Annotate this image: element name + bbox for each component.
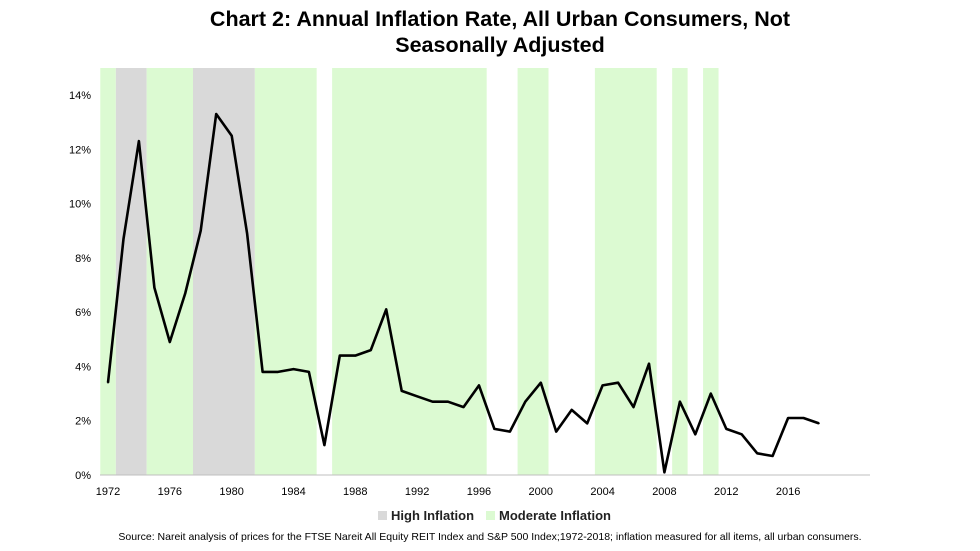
moderate-inflation-region-8 <box>672 68 688 475</box>
data-point <box>431 400 434 403</box>
data-point <box>478 384 480 387</box>
moderate-inflation-region-5 <box>332 68 487 475</box>
data-point <box>756 452 758 455</box>
x-tick-label: 1972 <box>96 486 120 498</box>
data-point <box>679 400 681 403</box>
y-tick-label: 8% <box>75 253 91 265</box>
data-point <box>385 308 388 311</box>
data-point <box>524 400 527 403</box>
legend-swatch-moderate <box>486 511 495 520</box>
data-point <box>586 422 588 425</box>
data-point <box>725 428 728 430</box>
y-tick-label: 10% <box>69 199 91 211</box>
inflation-series <box>106 112 820 474</box>
data-point <box>138 140 140 142</box>
data-point <box>710 392 712 395</box>
moderate-inflation-region-6 <box>517 68 549 475</box>
y-tick-label: 14% <box>69 90 91 102</box>
data-point <box>771 455 774 457</box>
x-tick-label: 2008 <box>652 486 676 498</box>
legend-item-moderate-inflation: Moderate Inflation <box>486 508 611 523</box>
data-point <box>787 417 789 419</box>
y-tick-label: 4% <box>75 361 91 373</box>
data-point <box>539 381 542 384</box>
data-point <box>292 368 295 370</box>
data-point <box>215 113 217 115</box>
moderate-inflation-region-2 <box>100 68 116 475</box>
data-point <box>570 409 573 411</box>
data-point <box>818 422 820 425</box>
data-point <box>369 349 372 351</box>
data-point <box>230 134 233 137</box>
data-point <box>323 444 326 446</box>
data-point <box>632 406 635 408</box>
data-point <box>400 390 403 392</box>
data-point <box>694 433 697 436</box>
data-point <box>617 381 619 384</box>
data-point <box>184 292 187 294</box>
chart-title: Chart 2: Annual Inflation Rate, All Urba… <box>90 6 910 58</box>
x-tick-label: 2016 <box>776 486 800 498</box>
axes: 0% 2% 4% 6% 8% 10% 12% 14% 1972 1976 1980 1984 1988 1… <box>69 90 870 498</box>
y-tick-label: 0% <box>75 470 91 482</box>
x-tick-label: 2000 <box>529 486 553 498</box>
data-point <box>740 433 743 436</box>
data-point <box>663 471 666 474</box>
data-point <box>169 341 171 343</box>
data-point <box>416 395 418 398</box>
shaded-regions <box>100 68 719 475</box>
data-point <box>354 354 357 357</box>
y-tick-label: 12% <box>69 144 91 156</box>
x-tick-label: 1976 <box>158 486 182 498</box>
moderate-inflation-region-3 <box>146 68 194 475</box>
data-point <box>246 232 248 235</box>
data-point <box>122 238 125 240</box>
data-point <box>462 406 465 408</box>
x-tick-label: 2012 <box>714 486 738 498</box>
data-point <box>802 417 805 419</box>
moderate-inflation-region-7 <box>594 68 657 475</box>
chart-title-line-2: Seasonally Adjusted <box>395 33 605 57</box>
data-point <box>339 354 341 357</box>
data-point <box>153 286 156 289</box>
data-point <box>107 381 109 384</box>
legend-swatch-high <box>378 511 387 520</box>
legend-item-high-inflation: High Inflation <box>378 508 474 523</box>
data-point <box>601 384 604 387</box>
x-tick-label: 1988 <box>343 486 367 498</box>
x-tick-label: 1984 <box>281 486 305 498</box>
chart-title-line-1: Chart 2: Annual Inflation Rate, All Urba… <box>209 7 791 31</box>
x-tick-label: 1980 <box>219 486 243 498</box>
data-point <box>648 362 650 365</box>
legend-label-high: High Inflation <box>391 508 475 523</box>
moderate-inflation-region-4 <box>254 68 317 475</box>
x-tick-label: 2004 <box>590 486 614 498</box>
data-point <box>447 400 449 403</box>
data-point <box>277 371 279 373</box>
y-tick-label: 2% <box>75 416 91 428</box>
source-note: Source: Nareit analysis of prices for th… <box>118 531 862 543</box>
x-tick-label: 1996 <box>467 486 491 498</box>
y-tick-label: 6% <box>75 307 91 319</box>
data-point <box>555 430 558 433</box>
data-point <box>199 229 202 232</box>
legend: High Inflation Moderate Inflation <box>378 508 638 526</box>
x-tick-label: 1992 <box>405 486 429 498</box>
data-point <box>509 430 511 433</box>
moderate-inflation-region-9 <box>703 68 719 475</box>
data-point <box>308 371 310 373</box>
high-inflation-region-1 <box>193 68 255 475</box>
legend-label-moderate: Moderate Inflation <box>499 508 611 523</box>
data-point <box>261 371 264 373</box>
data-point <box>493 428 496 430</box>
